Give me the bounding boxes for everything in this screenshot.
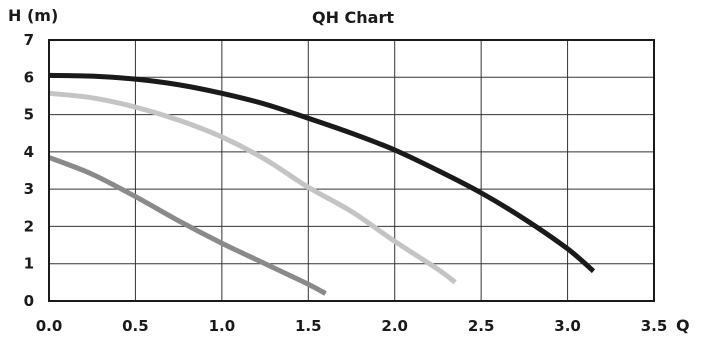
x-axis-label: Q — [676, 316, 690, 335]
x-tick-label: 1.0 — [209, 317, 236, 335]
series-line-3 — [48, 155, 327, 296]
y-axis-label: H (m) — [8, 6, 58, 25]
y-tick-label: 3 — [24, 180, 34, 198]
y-tick-label: 2 — [24, 217, 34, 235]
series-layer — [48, 72, 596, 296]
series-line-2 — [48, 90, 457, 285]
plot-frame — [48, 39, 655, 302]
x-tick-label: 2.0 — [381, 317, 408, 335]
y-tick-label: 6 — [24, 68, 34, 86]
x-tick-label: 2.5 — [468, 317, 495, 335]
y-tick-label: 5 — [24, 106, 34, 124]
y-tick-label: 7 — [24, 31, 34, 49]
y-tick-label: 4 — [24, 143, 34, 161]
y-tick-labels: 0 1 2 3 4 5 6 7 — [24, 31, 34, 310]
x-tick-labels: 0.0 0.5 1.0 1.5 2.0 2.5 3.0 3.5 — [36, 317, 668, 335]
x-tick-label: 3.5 — [641, 317, 668, 335]
x-tick-label: 1.5 — [295, 317, 322, 335]
chart-title: QH Chart — [312, 8, 394, 27]
x-tick-label: 3.0 — [554, 317, 581, 335]
series-line-1 — [48, 72, 596, 274]
y-tick-label: 0 — [24, 292, 34, 310]
y-tick-label: 1 — [24, 255, 34, 273]
x-tick-label: 0.5 — [122, 317, 149, 335]
grid — [48, 39, 655, 302]
x-tick-label: 0.0 — [36, 317, 63, 335]
